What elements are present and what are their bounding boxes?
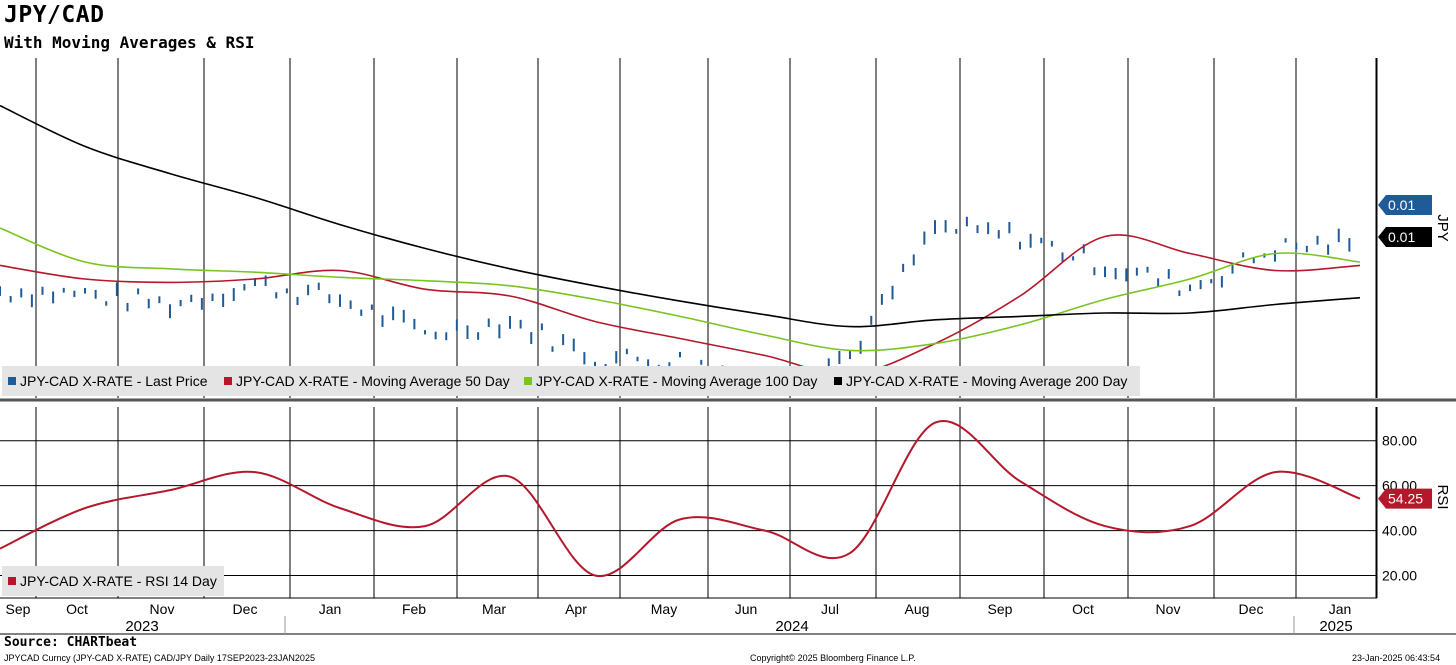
month-label-jan: Jan (319, 601, 342, 617)
chart-title: JPY/CAD (4, 2, 105, 28)
month-label-jun: Jun (735, 601, 758, 617)
month-label-feb: Feb (402, 601, 426, 617)
rsi-tick-label: 40.00 (1382, 523, 1417, 539)
timestamp-note: 23-Jan-2025 06:43:54 (1352, 653, 1441, 663)
ma50-line (0, 234, 1361, 376)
rsi-line (0, 420, 1361, 578)
ticker-note: JPYCAD Curncy (JPY-CAD X-RATE) CAD/JPY D… (4, 653, 315, 663)
last-price-label-bg (1378, 195, 1432, 215)
ma100-line (0, 227, 1361, 352)
month-label-dec: Dec (1239, 601, 1264, 617)
legend-rsi: JPY-CAD X-RATE - RSI 14 Day (20, 573, 217, 589)
legend-ma100-swatch (524, 377, 532, 385)
month-label-aug: Aug (905, 601, 930, 617)
legend-ma200: JPY-CAD X-RATE - Moving Average 200 Day (846, 373, 1127, 389)
price-legend-box (2, 366, 1140, 396)
rsi-last-label-bg (1378, 488, 1432, 509)
legend-price: JPY-CAD X-RATE - Last Price (20, 373, 208, 389)
rsi-tick-label: 20.00 (1382, 568, 1417, 584)
month-label-dec: Dec (233, 601, 258, 617)
month-label-may: May (651, 601, 677, 617)
rsi-tick-label: 80.00 (1382, 433, 1417, 449)
price-axis-title: JPY (1434, 214, 1451, 242)
rsi-axis-title: RSI (1434, 484, 1451, 509)
rsi-legend-box (2, 566, 224, 596)
month-label-mar: Mar (482, 601, 506, 617)
source-note: Source: CHARTbeat (4, 635, 138, 650)
year-label-2023: 2023 (125, 618, 158, 635)
month-label-jan: Jan (1329, 601, 1352, 617)
ma200-line (0, 104, 1361, 328)
year-label-2024: 2024 (775, 618, 808, 635)
month-label-oct: Oct (1072, 601, 1094, 617)
month-label-nov: Nov (150, 601, 175, 617)
legend-ma100: JPY-CAD X-RATE - Moving Average 100 Day (536, 373, 817, 389)
month-label-nov: Nov (1156, 601, 1181, 617)
legend-price-swatch (8, 377, 16, 385)
rsi-last-label: 54.25 (1388, 491, 1423, 507)
ma200-last-label-bg (1378, 227, 1432, 247)
chart-subtitle: With Moving Averages & RSI (4, 33, 255, 52)
legend-ma50: JPY-CAD X-RATE - Moving Average 50 Day (236, 373, 510, 389)
month-label-sep: Sep (988, 601, 1013, 617)
month-label-jul: Jul (821, 601, 839, 617)
month-label-sep: Sep (6, 601, 31, 617)
year-label-2025: 2025 (1319, 618, 1352, 635)
legend-ma200-swatch (834, 377, 842, 385)
ma200-last-label: 0.01 (1388, 229, 1415, 245)
copyright-note: Copyright© 2025 Bloomberg Finance L.P. (750, 653, 916, 663)
legend-ma50-swatch (224, 377, 232, 385)
month-label-apr: Apr (565, 601, 587, 617)
legend-rsi-swatch (8, 577, 16, 585)
last-price-label: 0.01 (1388, 197, 1415, 213)
month-label-oct: Oct (66, 601, 88, 617)
